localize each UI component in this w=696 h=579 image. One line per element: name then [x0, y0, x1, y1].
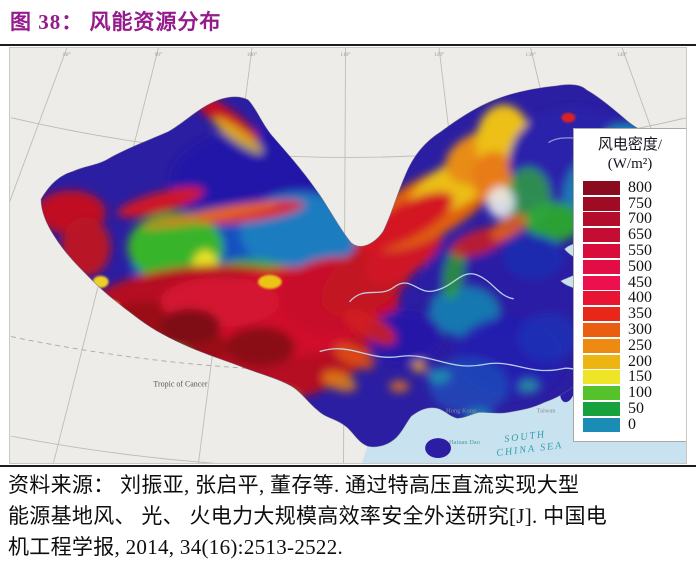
legend-entry: 0	[583, 415, 686, 433]
meridian-labels: 80° 90° 100° 110° 120° 130° 140°	[63, 51, 627, 58]
legend-entry: 450	[583, 273, 686, 291]
legend-color-swatch	[583, 180, 620, 195]
legend-value-label: 100	[628, 384, 652, 402]
legend-entry: 300	[583, 322, 686, 338]
source-citation: 资料来源： 刘振亚, 张启平, 董存等. 通过特高压直流实现大型 能源基地风、 …	[8, 470, 690, 563]
meridian-degree-label: 140°	[617, 51, 627, 58]
meridian-degree-label: 80°	[63, 51, 71, 58]
legend-color-swatch	[583, 338, 620, 353]
legend-entry: 750	[583, 194, 686, 212]
legend-box: 风电密度/ (W/m²) 800 750 700 650 550 500 450 400 350…	[573, 128, 686, 442]
legend-entry: 800	[583, 178, 686, 196]
bottom-rule	[0, 465, 696, 467]
tropic-of-cancer-label: Tropic of Cancer	[153, 379, 207, 388]
legend-color-swatch	[583, 386, 620, 401]
legend-color-swatch	[583, 275, 620, 290]
legend-entry: 50	[583, 401, 686, 417]
legend-value-label: 650	[628, 226, 652, 244]
legend-entry: 550	[583, 243, 686, 259]
legend-color-swatch	[583, 228, 620, 243]
meridian-degree-label: 120°	[434, 51, 444, 58]
legend-value-label: 0	[628, 415, 636, 433]
legend-color-swatch	[583, 323, 620, 338]
figure-title: 图 38： 风能资源分布	[10, 10, 222, 34]
legend-entry: 700	[583, 210, 686, 228]
source-line-1: 资料来源： 刘振亚, 张启平, 董存等. 通过特高压直流实现大型	[8, 473, 580, 497]
legend-value-label: 700	[628, 210, 652, 228]
legend-value-label: 150	[628, 368, 652, 386]
legend-color-swatch	[583, 307, 620, 322]
top-rule	[0, 44, 696, 46]
wind-density-map: 80° 90° 100° 110° 120° 130° 140°	[9, 47, 687, 464]
legend-value-label: 200	[628, 352, 652, 370]
legend-value-label: 750	[628, 194, 652, 212]
legend-color-swatch	[583, 291, 620, 306]
legend-title-line2: (W/m²)	[607, 156, 653, 172]
legend-entry: 500	[583, 257, 686, 275]
legend-value-label: 450	[628, 273, 652, 291]
legend-entry: 350	[583, 306, 686, 322]
legend-value-label: 250	[628, 336, 652, 354]
legend-entry: 400	[583, 289, 686, 307]
legend-color-swatch	[583, 402, 620, 417]
legend-entry: 100	[583, 385, 686, 401]
meridian-degree-label: 130°	[525, 51, 535, 58]
legend-title-line1: 风电密度/	[597, 137, 663, 153]
legend-value-label: 300	[628, 321, 652, 339]
legend-entry: 250	[583, 336, 686, 354]
legend-value-label: 400	[628, 289, 652, 307]
legend-entry: 650	[583, 227, 686, 243]
legend-color-swatch	[583, 354, 620, 369]
legend-color-swatch	[583, 370, 620, 385]
hainan-dao-label: Hainan Dao	[449, 439, 480, 446]
legend-color-swatch	[583, 196, 620, 211]
legend-color-swatch	[583, 212, 620, 227]
taiwan-label: Taiwan	[537, 407, 557, 414]
legend-color-swatch	[583, 244, 620, 259]
legend-value-label: 800	[628, 178, 652, 196]
legend-entries: 800 750 700 650 550 500 450 400 350 300 250 200 150 1…	[583, 178, 686, 433]
china-outline	[40, 84, 657, 448]
legend-color-swatch	[583, 417, 620, 432]
source-line-2: 能源基地风、 光、 火电力大规模高效率安全外送研究[J]. 中国电	[8, 504, 608, 528]
south-china-sea-label-line1: SOUTH	[504, 429, 547, 445]
legend-value-label: 50	[628, 400, 644, 418]
hong-kong-label: Hong Kong	[446, 407, 477, 414]
legend-value-label: 350	[628, 305, 652, 323]
legend-value-label: 550	[628, 242, 652, 260]
legend-value-label: 500	[628, 257, 652, 275]
legend-entry: 150	[583, 368, 686, 386]
meridian-degree-label: 90°	[155, 51, 163, 58]
source-line-3: 机工程学报, 2014, 34(16):2513-2522.	[8, 535, 344, 559]
meridian-degree-label: 110°	[340, 51, 350, 58]
legend-color-swatch	[583, 259, 620, 274]
meridian-degree-label: 100°	[247, 51, 257, 58]
legend-entry: 200	[583, 352, 686, 370]
